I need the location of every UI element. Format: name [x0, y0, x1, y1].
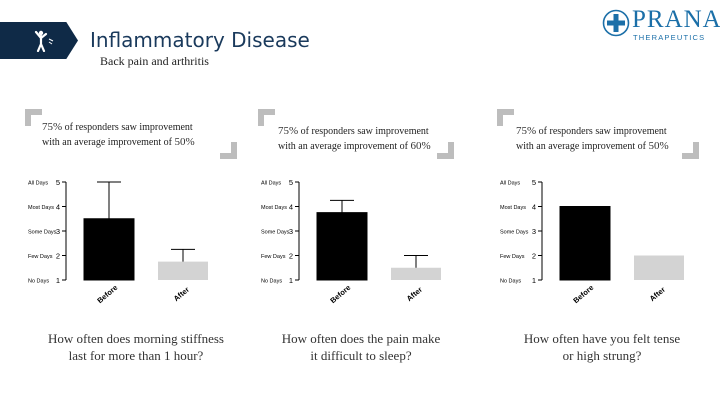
bar-after — [634, 255, 684, 280]
question-line1: How often does morning stiffness — [48, 331, 224, 346]
page-subtitle: Back pain and arthritis — [100, 54, 209, 68]
y-tick-label: Few Days — [500, 254, 525, 260]
y-tick-number: 3 — [56, 227, 60, 236]
average-improvement: 60% — [410, 140, 431, 152]
y-tick-label: All Days — [28, 181, 48, 187]
bar-after — [391, 267, 441, 280]
y-tick-label: Some Days — [28, 230, 57, 236]
x-tick-label: Before — [571, 283, 595, 305]
y-tick-number: 1 — [289, 276, 293, 285]
question-line2: last for more than 1 hour? — [68, 348, 204, 363]
y-tick-label: Some Days — [500, 230, 529, 236]
y-tick-label: Most Days — [500, 205, 526, 211]
panel-2: 75% of responders saw improvement with a… — [257, 108, 493, 400]
panel-1: 75% of responders saw improvement with a… — [24, 108, 260, 400]
logo-tagline: THERAPEUTICS — [633, 33, 706, 42]
y-tick-number: 5 — [289, 178, 293, 187]
x-tick-label: After — [405, 285, 424, 303]
page-title: Inflammatory Disease — [90, 28, 310, 52]
question-text: How often have you felt tense or high st… — [484, 330, 720, 364]
y-tick-label: Some Days — [261, 230, 290, 236]
callout-text: 75% of responders saw improvement with a… — [516, 124, 669, 154]
y-tick-label: Few Days — [261, 254, 286, 260]
callout-frame — [25, 109, 237, 159]
y-tick-number: 1 — [56, 276, 60, 285]
header-tab — [0, 22, 78, 59]
y-tick-label: All Days — [261, 181, 281, 187]
y-tick-label: No Days — [500, 279, 521, 285]
y-tick-label: Few Days — [28, 254, 53, 260]
x-tick-label: After — [648, 285, 667, 303]
callout-line1: of responders saw improvement — [62, 122, 193, 133]
y-tick-number: 4 — [532, 203, 536, 212]
y-tick-label: No Days — [28, 279, 49, 285]
responder-percent: 75% — [42, 121, 63, 133]
question-text: How often does morning stiffness last fo… — [18, 330, 254, 364]
bar-after — [158, 261, 208, 280]
x-tick-label: After — [172, 285, 191, 303]
responder-percent: 75% — [516, 125, 537, 137]
callout-line1: of responders saw improvement — [536, 126, 667, 137]
question-line1: How often does the pain make — [281, 331, 441, 346]
callout-line2: with an average improvement of — [516, 141, 649, 152]
y-tick-number: 3 — [289, 227, 293, 236]
y-tick-label: All Days — [500, 181, 520, 187]
y-tick-label: Most Days — [28, 205, 54, 211]
question-line1: How often have you felt tense — [523, 331, 681, 346]
callout-box: 75% of responders saw improvement with a… — [24, 108, 254, 160]
cross-logo-icon — [602, 9, 630, 37]
question-line2: or high strung? — [562, 348, 642, 363]
y-tick-number: 2 — [532, 252, 536, 261]
responder-percent: 75% — [278, 125, 299, 137]
callout-text: 75% of responders saw improvement with a… — [42, 120, 195, 150]
callout-text: 75% of responders saw improvement with a… — [278, 124, 431, 154]
bar-before — [316, 212, 368, 281]
y-tick-number: 3 — [532, 227, 536, 236]
x-tick-label: Before — [95, 283, 119, 305]
callout-line1: of responders saw improvement — [298, 126, 429, 137]
y-tick-label: Most Days — [261, 205, 287, 211]
question-line2: it difficult to sleep? — [310, 348, 412, 363]
callout-frame — [497, 109, 699, 159]
callout-line2: with an average improvement of — [278, 141, 411, 152]
callout-box: 75% of responders saw improvement with a… — [257, 108, 487, 160]
callout-line2: with an average improvement of — [42, 137, 175, 148]
y-tick-number: 4 — [56, 203, 60, 212]
callout-frame — [258, 109, 454, 159]
prana-logo: PRANA THERAPEUTICS — [602, 6, 720, 44]
x-tick-label: Before — [328, 283, 352, 305]
y-tick-label: No Days — [261, 279, 282, 285]
average-improvement: 50% — [174, 136, 195, 148]
panel-3: 75% of responders saw improvement with a… — [496, 108, 720, 400]
y-tick-number: 2 — [56, 252, 60, 261]
logo-word: PRANA — [632, 6, 720, 33]
y-tick-number: 5 — [56, 178, 60, 187]
y-tick-number: 2 — [289, 252, 293, 261]
y-tick-number: 4 — [289, 203, 293, 212]
y-tick-number: 5 — [532, 178, 536, 187]
question-text: How often does the pain make it difficul… — [243, 330, 479, 364]
callout-box: 75% of responders saw improvement with a… — [496, 108, 720, 160]
y-tick-number: 1 — [532, 276, 536, 285]
bar-before — [83, 218, 135, 281]
average-improvement: 50% — [648, 140, 669, 152]
bar-before — [559, 206, 611, 281]
person-stretching-icon — [34, 30, 54, 52]
